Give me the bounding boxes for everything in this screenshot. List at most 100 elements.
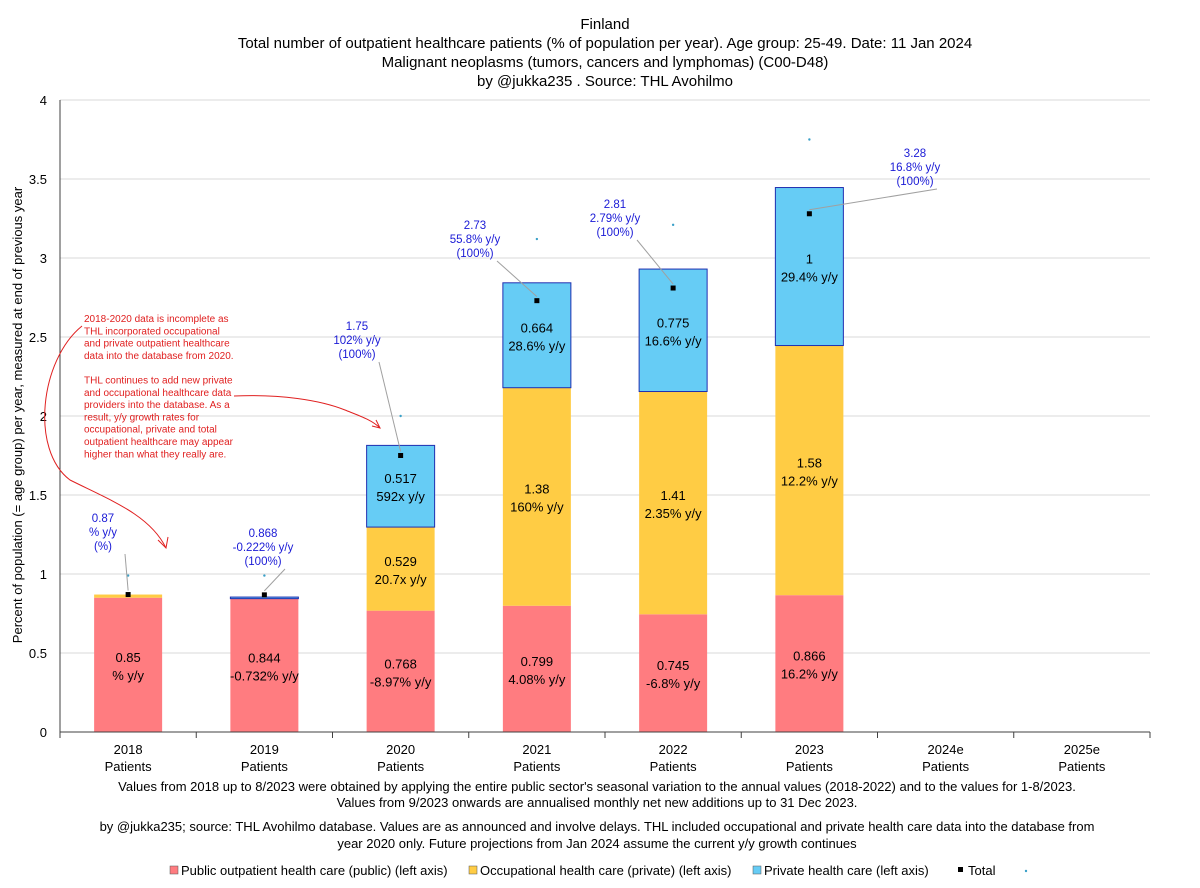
footer-line: Values from 9/2023 onwards are annualise… (337, 795, 858, 810)
total-callout-text: (100%) (896, 176, 933, 188)
bar-segment (94, 597, 163, 732)
title-line: by @jukka235 . Source: THL Avohilmo (477, 73, 733, 90)
legend-label: Private health care (left axis) (764, 863, 929, 878)
bar-segment (366, 444, 436, 528)
growth-label: 160% y/y (510, 500, 564, 515)
total-callout-text: 102% y/y (333, 335, 381, 347)
callout-leader (378, 361, 402, 452)
x-tick-label: 2025e (1064, 742, 1100, 757)
gridlines (60, 99, 1150, 654)
y-axis-label: Percent of population (= age group) per … (10, 186, 25, 643)
secondary-point (399, 414, 402, 418)
callout-leader (264, 568, 286, 592)
legend-label: Occupational health care (private) (left… (480, 863, 731, 878)
y-tick-label: 2.5 (29, 330, 47, 345)
growth-label: -0.732% y/y (230, 668, 299, 683)
legend-swatch (958, 867, 963, 872)
bar-segment (775, 345, 844, 596)
data-label: 1 (806, 252, 813, 267)
bar-segment (502, 387, 571, 606)
annotation-arrowhead (371, 419, 381, 429)
bar-segment (639, 614, 708, 732)
total-callout-text: (100%) (244, 556, 281, 568)
bar-segment (502, 605, 571, 732)
x-tick-label: 2020 (386, 742, 415, 757)
x-tick-label: 2024e (928, 742, 964, 757)
data-label: 0.799 (521, 654, 554, 669)
y-tick-label: 1.5 (29, 488, 47, 503)
total-marker (670, 285, 676, 291)
annotation-line: higher than what they really are. (84, 449, 226, 460)
annotation-line: THL incorporated occupational (84, 326, 220, 337)
title-line: Finland (580, 16, 629, 33)
x-tick-sublabel: Patients (786, 759, 833, 774)
data-label: 0.866 (793, 649, 826, 664)
data-label: 0.775 (657, 315, 690, 330)
growth-label: 592x y/y (376, 489, 425, 504)
total-callout-text: 0.868 (249, 528, 278, 540)
total-marker (261, 592, 267, 598)
total-marker (125, 592, 131, 598)
growth-label: 29.4% y/y (781, 270, 839, 285)
growth-label: 16.2% y/y (781, 667, 839, 682)
footer-notes: Values from 2018 up to 8/2023 were obtai… (100, 779, 1095, 851)
y-axis: 0 0.5 1 1.5 2 2.5 3 3.5 4 (29, 93, 47, 740)
total-callout-text: -0.222% y/y (233, 542, 294, 554)
annotation-line: providers into the database. As a (84, 400, 230, 411)
callout-leader (496, 260, 538, 298)
x-tick-label: 2023 (795, 742, 824, 757)
x-tick-sublabel: Patients (241, 759, 288, 774)
legend-secondary-swatch (1024, 869, 1028, 873)
data-label: 0.745 (657, 658, 690, 673)
annotation-line: and occupational healthcare data (84, 388, 232, 399)
data-label: 0.664 (521, 320, 554, 335)
callout-leader (809, 188, 938, 211)
x-tick-sublabel: Patients (1058, 759, 1105, 774)
annotation-line: outpatient healthcare may appear (84, 437, 234, 448)
bar-segment (639, 391, 708, 615)
growth-label: 12.2% y/y (781, 473, 839, 488)
annotation-arrow (44, 325, 167, 549)
annotation-line: and private outpatient healthcare (84, 339, 230, 350)
y-tick-label: 1 (40, 567, 47, 582)
secondary-point (126, 574, 130, 577)
secondary-point (535, 237, 539, 241)
total-callout-text: 3.28 (904, 148, 926, 160)
bars: 0.85 % y/y 0.844 -0.732% y/y 0.768 -8.97% y/y… (94, 187, 844, 732)
growth-label: -6.8% y/y (646, 676, 701, 691)
legend-swatch (468, 865, 478, 875)
bar-segment (366, 527, 435, 611)
title-line: Total number of outpatient healthcare pa… (238, 35, 972, 52)
x-tick-sublabel: Patients (650, 759, 697, 774)
total-callout-text: 2.81 (604, 199, 626, 211)
legend-swatch (169, 865, 179, 875)
total-marker (398, 453, 404, 458)
growth-label: % y/y (112, 668, 144, 683)
y-tick-label: 3 (40, 251, 47, 266)
y-tick-label: 0.5 (29, 646, 47, 661)
growth-label: 20.7x y/y (375, 572, 428, 587)
chart-title: Finland Total number of outpatient health… (238, 16, 972, 90)
growth-label: 28.6% y/y (508, 338, 566, 353)
footer-line: by @jukka235; source: THL Avohilmo datab… (100, 819, 1095, 834)
annotation-line: data into the database from 2020. (84, 351, 234, 362)
total-callout-text: 0.87 (92, 513, 114, 525)
total-callouts: 0.87% y/y(%)0.868-0.222% y/y(100%)1.7510… (89, 138, 940, 598)
secondary-point (808, 138, 811, 141)
annotation-arrow (233, 395, 381, 429)
legend-swatch (752, 865, 762, 875)
total-callout-text: (%) (94, 541, 112, 553)
data-label: 0.844 (248, 650, 281, 665)
data-label: 1.38 (524, 482, 549, 497)
growth-label: 4.08% y/y (508, 672, 566, 687)
annotation-line: result, y/y growth rates for (84, 412, 200, 423)
secondary-point (263, 574, 266, 577)
annotation-line: occupational, private and total (84, 425, 217, 436)
y-tick-label: 3.5 (29, 172, 47, 187)
x-tick-sublabel: Patients (513, 759, 560, 774)
data-label: 0.529 (384, 554, 417, 569)
x-tick-label: 2022 (659, 742, 688, 757)
x-tick-label: 2019 (250, 742, 279, 757)
total-callout-text: 2.73 (464, 220, 486, 232)
